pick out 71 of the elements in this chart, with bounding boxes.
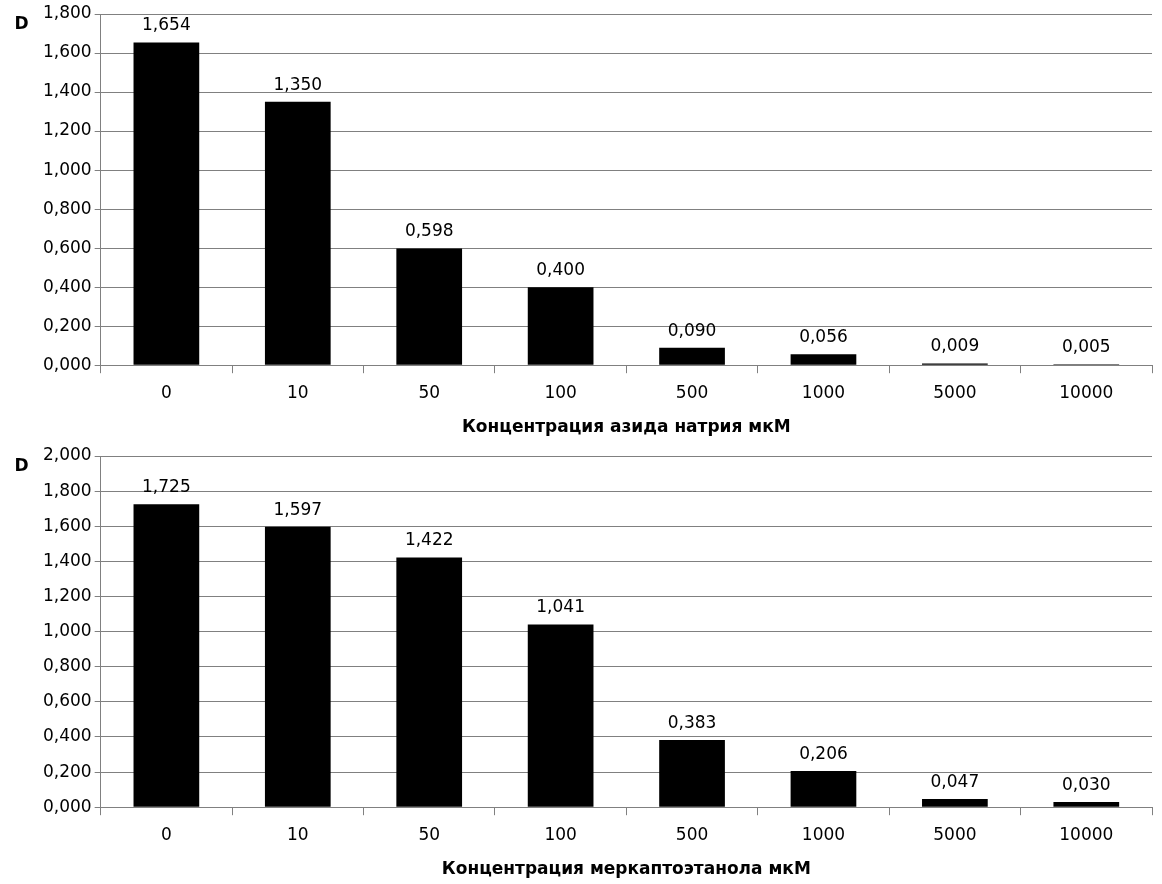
data-label: 0,090 — [667, 319, 717, 340]
data-label: 0,030 — [1061, 773, 1111, 794]
bar — [922, 798, 988, 807]
y-tick-label: 0,000 — [43, 795, 92, 816]
y-tick-label: 2,000 — [43, 444, 92, 465]
bar — [790, 354, 857, 365]
x-tick-label: 50 — [418, 381, 441, 402]
y-tick-label: 1,800 — [43, 2, 92, 23]
y-axis-title: D — [14, 12, 29, 33]
data-label: 0,598 — [404, 220, 454, 241]
y-tick-label: 1,600 — [43, 41, 92, 62]
bar — [659, 347, 725, 365]
y-tick-label: 0,000 — [43, 353, 92, 374]
data-label: 0,206 — [799, 742, 848, 763]
y-tick-label: 1,600 — [43, 514, 92, 535]
data-label: 0,383 — [667, 711, 717, 732]
bar — [133, 504, 200, 807]
y-axis-title: D — [14, 454, 29, 475]
x-axis-title: Концентрация азида натрия мкМ — [461, 416, 791, 437]
data-label: 1,654 — [142, 14, 191, 35]
y-tick-label: 0,400 — [43, 725, 92, 746]
x-tick-label: 5000 — [933, 381, 977, 402]
x-tick-label: 100 — [544, 381, 577, 402]
x-tick-label: 100 — [544, 823, 577, 844]
data-label: 1,350 — [273, 73, 323, 94]
y-tick-label: 1,000 — [43, 158, 92, 179]
bar — [659, 739, 725, 807]
x-axis-title: Концентрация меркаптоэтанола мкМ — [441, 858, 811, 879]
y-tick-label: 1,800 — [43, 479, 92, 500]
bar — [133, 42, 200, 365]
bar — [396, 248, 463, 365]
data-label: 0,005 — [1061, 336, 1111, 357]
x-tick-label: 500 — [675, 823, 709, 844]
data-label: 1,422 — [404, 529, 454, 550]
y-tick-label: 1,400 — [43, 80, 92, 101]
x-tick-label: 10000 — [1059, 381, 1114, 402]
x-tick-label: 10000 — [1059, 823, 1114, 844]
data-label: 0,047 — [930, 770, 980, 791]
y-tick-label: 0,600 — [43, 236, 92, 257]
x-tick-label: 0 — [160, 823, 172, 844]
x-tick-label: 1000 — [801, 381, 846, 402]
y-tick-label: 1,200 — [43, 584, 92, 605]
y-tick-label: 0,200 — [43, 314, 92, 335]
data-label: 0,056 — [799, 326, 848, 347]
data-label: 0,400 — [536, 259, 585, 280]
bar — [264, 526, 331, 807]
bar — [396, 557, 463, 807]
bar — [527, 287, 594, 365]
bar — [264, 101, 331, 365]
x-tick-label: 0 — [160, 381, 172, 402]
y-tick-label: 0,800 — [43, 197, 92, 218]
y-tick-label: 1,200 — [43, 119, 92, 140]
bar — [1053, 801, 1120, 807]
y-tick-label: 0,200 — [43, 760, 92, 781]
bar — [527, 624, 594, 807]
y-tick-label: 1,000 — [43, 620, 92, 641]
x-tick-label: 10 — [286, 823, 309, 844]
data-label: 1,597 — [273, 498, 323, 519]
y-tick-label: 0,400 — [43, 275, 92, 296]
x-tick-label: 500 — [675, 381, 709, 402]
bar — [790, 771, 857, 807]
x-tick-label: 10 — [286, 381, 309, 402]
y-tick-label: 0,600 — [43, 690, 92, 711]
y-tick-label: 0,800 — [43, 655, 92, 676]
data-label: 0,009 — [930, 335, 980, 356]
x-tick-label: 50 — [418, 823, 441, 844]
data-label: 1,725 — [142, 476, 191, 497]
data-label: 1,041 — [536, 596, 585, 617]
x-tick-label: 1000 — [801, 823, 846, 844]
y-tick-label: 1,400 — [43, 549, 92, 570]
x-tick-label: 5000 — [933, 823, 977, 844]
